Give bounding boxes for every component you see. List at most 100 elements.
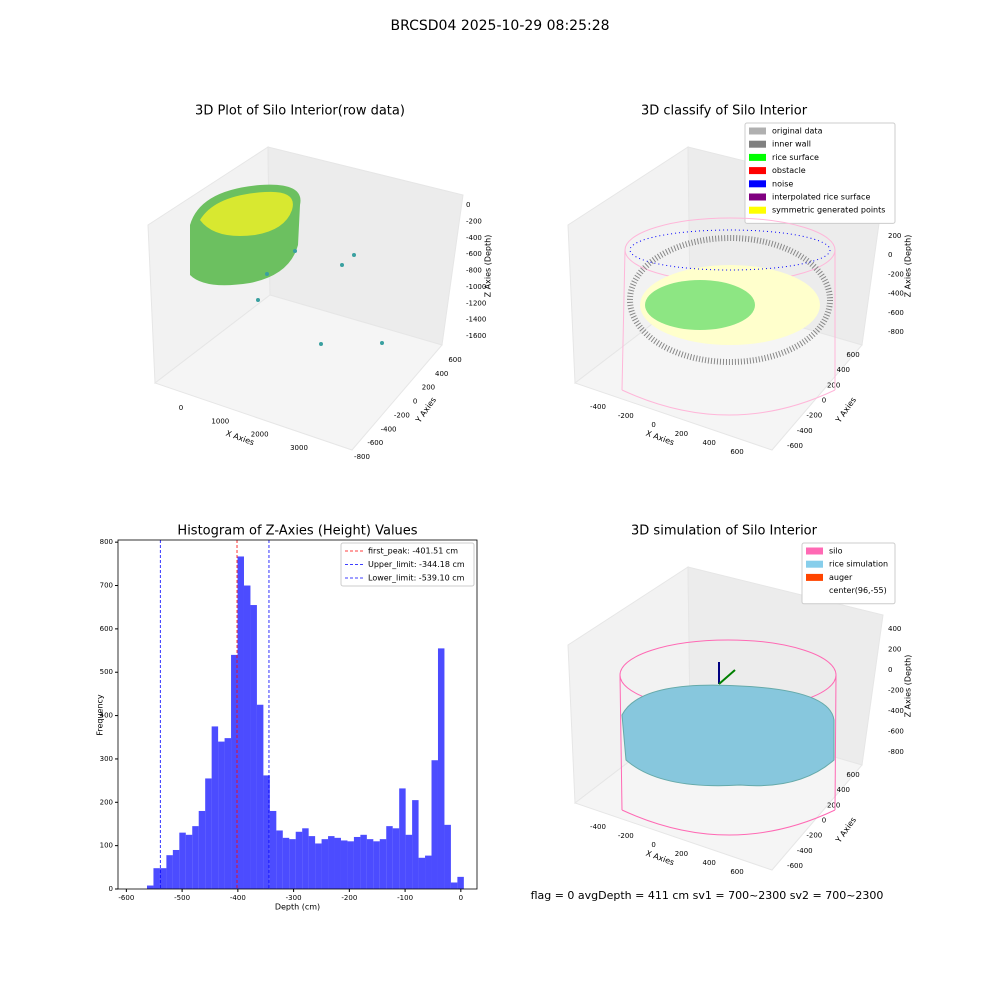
z-tick-label: -1600 [466,332,486,340]
bar [146,885,154,889]
z-tick-label: -600 [888,309,904,317]
bar [179,832,186,889]
x-tick-label: 600 [730,868,743,876]
plot-frame [117,539,478,890]
bar [450,882,458,889]
bar [334,837,341,889]
y-tick-label: 600 [448,356,461,364]
y-tick-label: 400 [837,366,850,374]
wall-points [627,235,833,365]
y-tick-label: -400 [797,427,813,435]
bar [276,830,283,889]
panel-title: 3D Plot of Silo Interior(row data) [195,104,405,119]
bar [192,826,199,889]
bar [153,868,160,889]
bar [412,800,419,889]
bar [386,826,393,889]
legend-label: rice simulation [829,560,888,569]
y-tick-label: 600 [846,771,859,779]
y-tick-label: -600 [787,442,803,450]
panel-title: Histogram of Z-Axies (Height) Values [177,524,417,539]
bar [185,834,193,889]
z-tick-label: -200 [466,217,482,225]
bar [302,828,309,889]
bar [218,741,225,889]
z-tick-label: -600 [888,728,904,736]
legend-box [744,122,896,224]
x-tick-label: -100 [397,894,413,902]
y-tick-label: -200 [806,832,822,840]
x-tick-label: 0 [651,421,655,429]
y-tick-label: 500 [100,668,113,676]
bar [224,738,232,889]
y-tick-label: 400 [435,370,448,378]
y-tick-label: 800 [100,538,113,546]
pane [153,294,443,451]
bar [353,836,361,889]
bar [243,585,251,889]
x-tick-label: 0 [651,841,655,849]
x-tick-label: 2000 [251,431,269,439]
x-tick-label: 400 [703,859,716,867]
y-tick-label: -600 [787,862,803,870]
surface-points [645,280,755,330]
z-axis-label: Z Axies (Depth) [484,235,493,298]
bar [256,704,264,889]
y-tick-label: 400 [837,786,850,794]
figure-title: BRCSD04 2025-10-29 08:25:28 [390,18,609,34]
y-tick-label: -400 [797,847,813,855]
panel-title: 3D classify of Silo Interior [641,104,808,119]
bar [405,834,413,889]
legend-label: first_peak: -401.51 cm [368,547,458,556]
x-tick-label: -400 [230,894,246,902]
legend-swatch [749,167,766,175]
legend-swatch [749,206,766,214]
panel-title: 3D simulation of Silo Interior [631,524,818,539]
legend-swatch [749,193,766,201]
outlier [319,342,323,346]
legend-swatch [749,180,766,188]
bar [444,824,451,889]
y-tick-label: -600 [367,439,383,447]
z-tick-label: -1200 [466,299,486,307]
y-tick-label: 100 [100,842,113,850]
z-tick-label: -400 [888,290,904,298]
x-tick-label: -300 [286,894,302,902]
x-tick-label: -400 [590,403,606,411]
y-tick-label: -800 [354,453,370,461]
z-tick-label: -200 [888,687,904,695]
bar [198,810,206,889]
legend-label: Upper_limit: -344.18 cm [368,560,465,569]
noise-points [629,229,831,271]
outlier [293,249,297,253]
bar [418,857,426,889]
bar [328,836,335,889]
x-axis-label: X Axies [645,849,676,868]
bar [172,849,180,889]
y-tick-label: 600 [100,625,113,633]
z-tick-label: 200 [888,646,901,654]
bar [392,828,400,889]
y-tick-label: 0 [413,398,417,406]
z-tick-label: -800 [888,748,904,756]
bar [360,834,367,889]
y-tick-label: 200 [827,381,840,389]
y-tick-label: 0 [109,885,113,893]
bar [347,841,354,889]
bar [399,788,406,889]
x-tick-label: -200 [618,832,634,840]
status-text: flag = 0 avgDepth = 411 cm sv1 = 700~230… [531,889,884,902]
outlier [380,341,384,345]
z-tick-label: 0 [888,666,892,674]
y-tick-label: 200 [827,801,840,809]
legend-box [801,542,896,605]
legend-label: inner wall [772,140,811,149]
x-tick-label: -600 [118,894,134,902]
y-tick-label: -400 [381,425,397,433]
bar [205,778,212,889]
z-tick-label: 200 [888,232,901,240]
bar [373,841,380,889]
bar [263,775,270,889]
bar [308,836,316,889]
outlier [256,298,260,302]
